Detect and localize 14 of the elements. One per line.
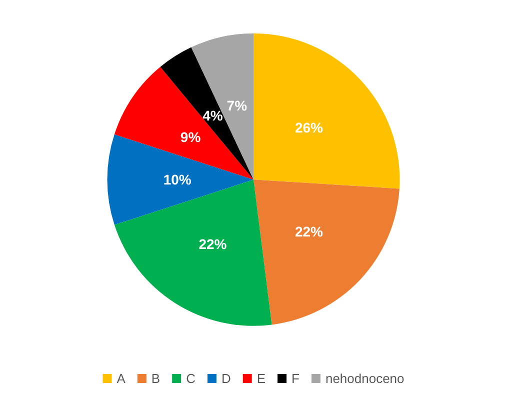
data-label: 9% [180,128,202,145]
legend-label: C [186,371,196,386]
data-label: 26% [294,119,324,136]
data-label: 22% [294,224,324,240]
legend-label: E [256,371,266,386]
legend-label: F [292,371,300,386]
data-label: 7% [226,97,248,114]
legend-label: nehodnoceno [325,371,404,386]
data-label: 10% [163,172,192,188]
legend-label: B [151,371,160,386]
legend-label: A [116,371,126,386]
data-label: 4% [202,107,224,124]
legend-label: D [221,371,231,386]
data-label: 22% [198,236,228,252]
